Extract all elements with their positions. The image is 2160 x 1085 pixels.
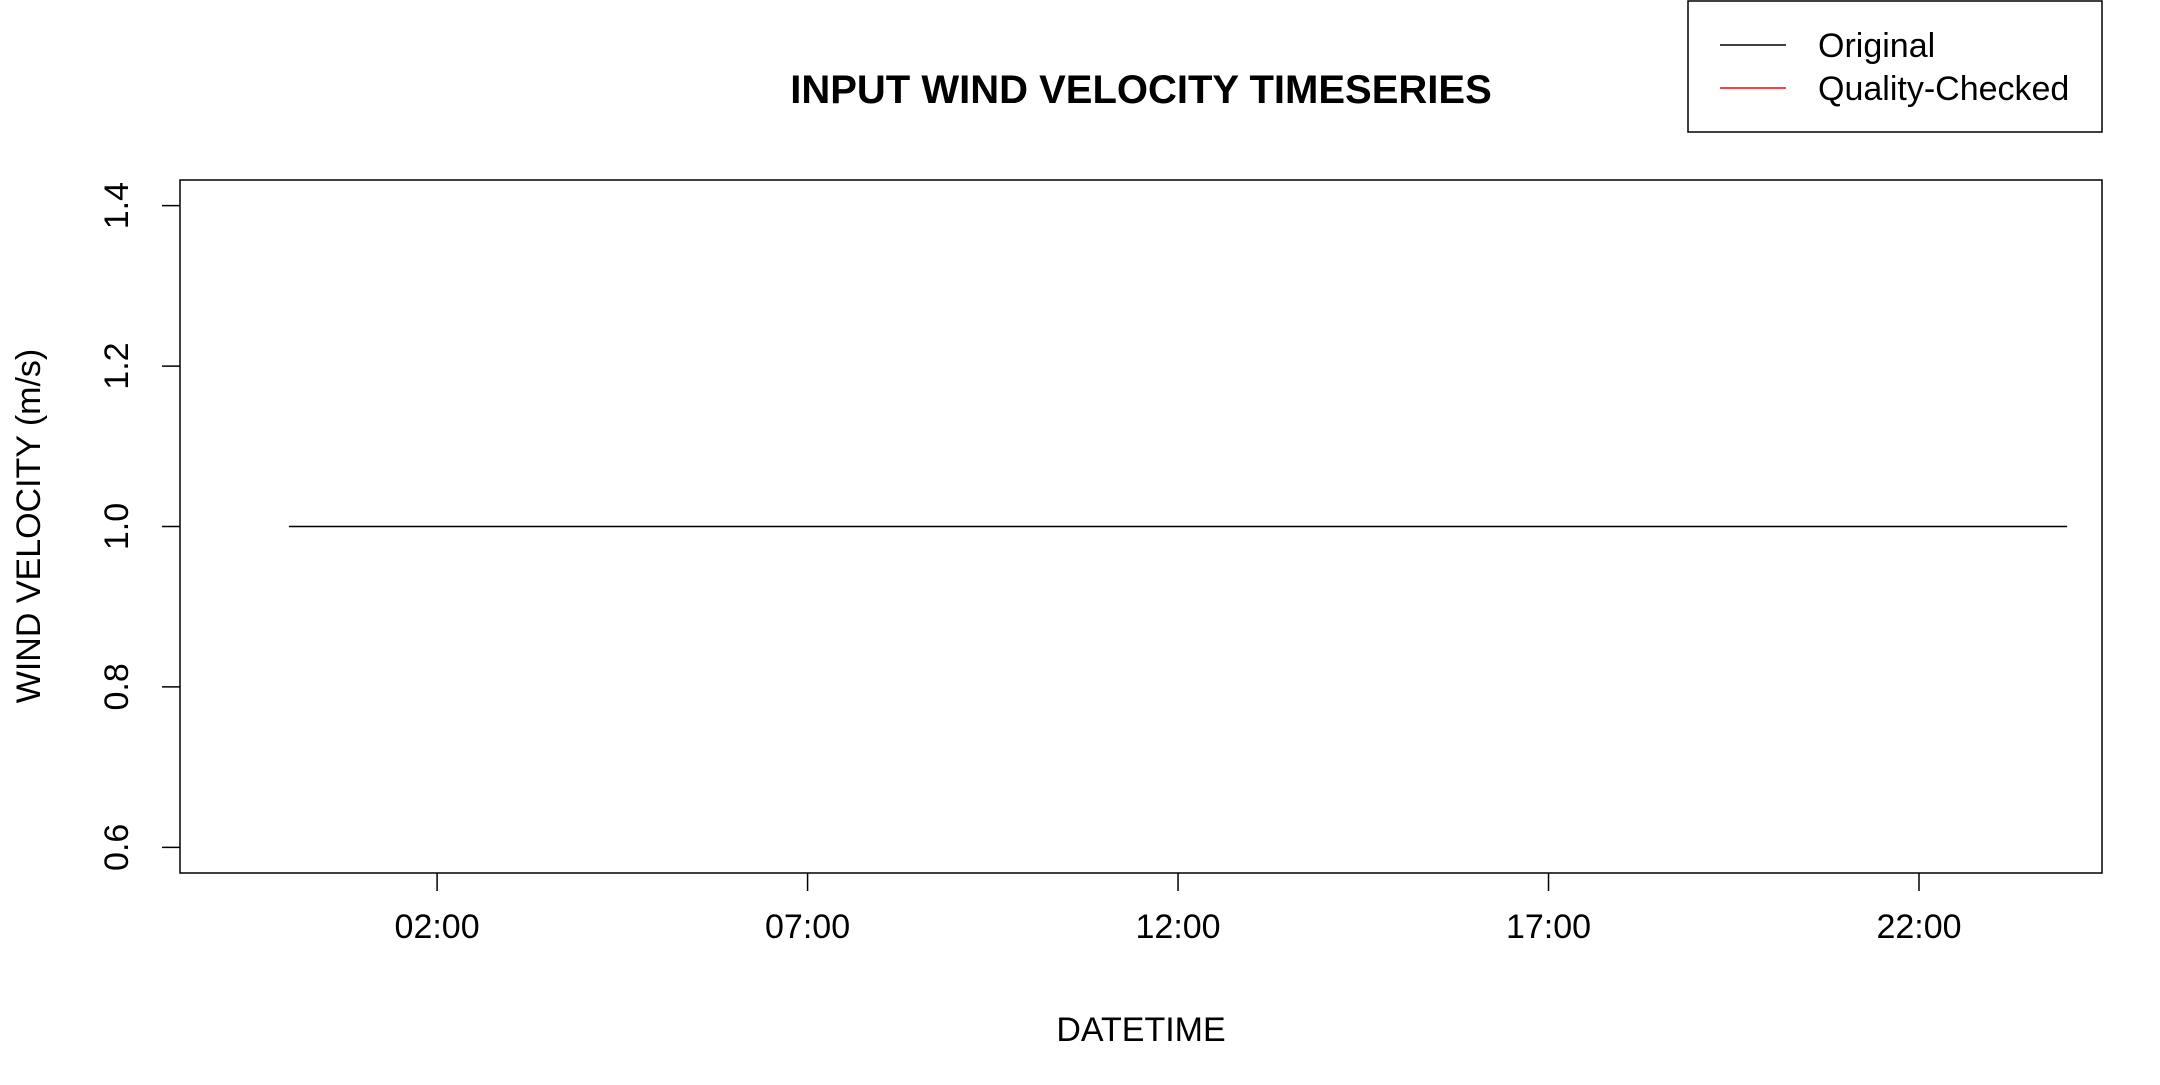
x-axis: 02:00 07:00 12:00 17:00 22:00: [395, 873, 1962, 946]
x-tick-label: 07:00: [765, 908, 850, 946]
y-tick-label: 1.0: [98, 503, 136, 550]
x-tick-label: 02:00: [395, 908, 480, 946]
chart-title: INPUT WIND VELOCITY TIMESERIES: [790, 68, 1492, 112]
x-tick-label: 12:00: [1136, 908, 1221, 946]
legend-box: [1687, 0, 2103, 133]
y-axis: 0.6 0.8 1.0 1.2 1.4: [98, 182, 180, 871]
y-axis-title: WIND VELOCITY (m/s): [10, 349, 48, 704]
legend: Original Quality-Checked: [1687, 0, 2103, 133]
x-axis-title: DATETIME: [1056, 1011, 1225, 1049]
y-tick-label: 0.6: [98, 824, 136, 871]
legend-label-original: Original: [1818, 27, 1935, 65]
y-tick-label: 0.8: [98, 663, 136, 710]
y-tick-label: 1.2: [98, 342, 136, 389]
legend-label-quality-checked: Quality-Checked: [1818, 70, 2069, 108]
y-tick-label: 1.4: [98, 182, 136, 229]
x-tick-label: 17:00: [1506, 908, 1591, 946]
x-tick-label: 22:00: [1876, 908, 1961, 946]
